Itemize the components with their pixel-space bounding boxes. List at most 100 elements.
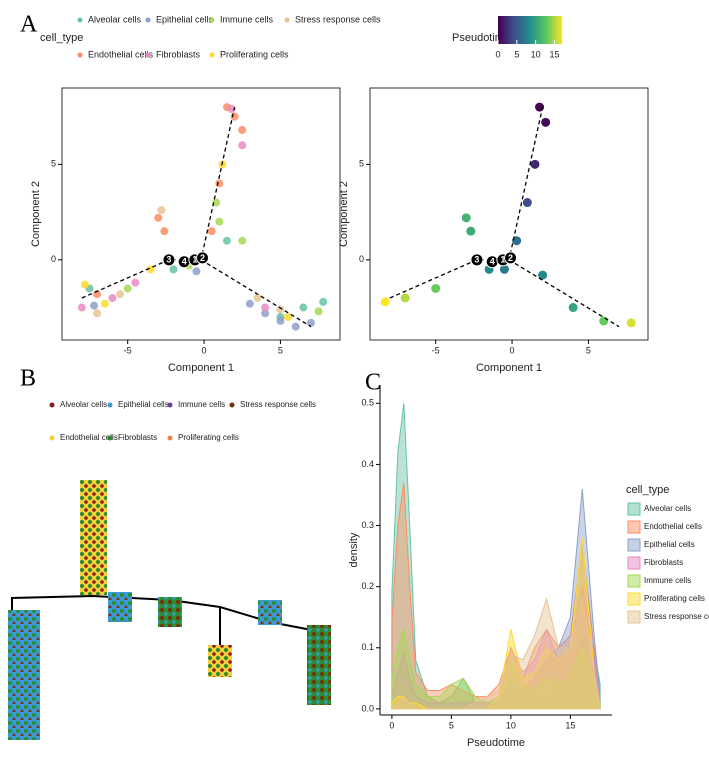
colorbar-cell bbox=[543, 16, 545, 44]
colorbar-cell bbox=[515, 16, 517, 44]
legend-swatch bbox=[627, 592, 641, 606]
colorbar-cell bbox=[517, 16, 519, 44]
colorbar-cell bbox=[529, 16, 531, 44]
legend-label: Fibroblasts bbox=[644, 558, 683, 567]
legend-swatch bbox=[167, 435, 173, 441]
y-axis-label: density bbox=[348, 532, 360, 567]
cell-point bbox=[215, 217, 224, 226]
x-tick-label: 15 bbox=[565, 720, 575, 730]
colorbar-cell bbox=[521, 16, 523, 44]
legend-label: Endothelial cells bbox=[60, 433, 118, 442]
colorbar-cell bbox=[561, 16, 563, 44]
tree-diagram bbox=[8, 480, 331, 740]
branch-label: 2 bbox=[508, 253, 513, 263]
colorbar-cell bbox=[530, 16, 532, 44]
legend-swatch bbox=[145, 17, 151, 23]
colorbar-cell bbox=[499, 16, 501, 44]
x-tick-label: -5 bbox=[432, 345, 440, 355]
cell-point bbox=[160, 227, 169, 236]
legend-swatch bbox=[77, 17, 83, 23]
legend-label: Stress response cells bbox=[295, 14, 381, 24]
legend-swatch bbox=[49, 402, 55, 408]
colorbar-cell bbox=[558, 16, 560, 44]
colorbar-cell bbox=[520, 16, 522, 44]
legend-label: Immune cells bbox=[178, 400, 225, 409]
x-tick-label: 5 bbox=[586, 345, 591, 355]
x-tick-label: 5 bbox=[278, 345, 283, 355]
cell-point bbox=[100, 299, 109, 308]
x-axis-label: Component 1 bbox=[476, 362, 542, 374]
legend-swatch bbox=[627, 556, 641, 570]
legend-swatch bbox=[209, 52, 215, 58]
cell-point bbox=[299, 303, 308, 312]
cell-point bbox=[227, 105, 236, 113]
cell-point bbox=[466, 226, 476, 236]
colorbar-cell bbox=[501, 16, 503, 44]
cell-point bbox=[568, 303, 578, 313]
legend-label: Fibroblasts bbox=[156, 49, 201, 59]
trajectory bbox=[81, 106, 312, 328]
colorbar-cell bbox=[498, 16, 500, 44]
cell-point bbox=[306, 318, 315, 327]
cell-point bbox=[169, 265, 178, 274]
colorbar-cell bbox=[552, 16, 554, 44]
x-tick-label: 10 bbox=[506, 720, 516, 730]
colorbar-cell bbox=[536, 16, 538, 44]
colorbar-cell bbox=[512, 16, 514, 44]
cell-point bbox=[319, 297, 328, 306]
colorbar-cell bbox=[503, 16, 505, 44]
legend-label: Fibroblasts bbox=[118, 433, 157, 442]
legend-label: Proliferating cells bbox=[644, 594, 705, 603]
cell-point bbox=[599, 316, 609, 326]
cell-point bbox=[245, 299, 254, 308]
branch-label: 4 bbox=[490, 257, 495, 267]
cell-point bbox=[284, 313, 293, 322]
cell-point bbox=[207, 227, 216, 236]
colorbar-cell bbox=[516, 16, 518, 44]
legend-swatch bbox=[209, 17, 215, 23]
colorbar-cell bbox=[533, 16, 535, 44]
x-axis-label: Component 1 bbox=[168, 362, 234, 374]
legend-label: Alveolar cells bbox=[644, 504, 691, 513]
cell-point bbox=[238, 126, 247, 134]
colorbar-cell bbox=[556, 16, 558, 44]
cell-point bbox=[108, 294, 117, 302]
panel-label: C bbox=[365, 370, 381, 396]
colorbar-cell bbox=[548, 16, 550, 44]
colorbar-cell bbox=[511, 16, 513, 44]
x-tick-label: 0 bbox=[510, 345, 515, 355]
cell-point bbox=[400, 293, 410, 303]
colorbar-cell bbox=[519, 16, 521, 44]
legend-label: Epithelial cells bbox=[118, 400, 169, 409]
cell-point bbox=[212, 198, 221, 207]
colorbar-cell bbox=[528, 16, 530, 44]
legend-swatch bbox=[49, 435, 55, 441]
colorbar-cell bbox=[551, 16, 553, 44]
colorbar-tick-label: 10 bbox=[531, 49, 541, 59]
colorbar-cell bbox=[544, 16, 546, 44]
colorbar-cell bbox=[500, 16, 502, 44]
x-tick-label: 0 bbox=[389, 720, 394, 730]
legend-label: Proliferating cells bbox=[178, 433, 239, 442]
legend-swatch bbox=[627, 574, 641, 588]
colorbar-cell bbox=[549, 16, 551, 44]
density-area bbox=[391, 627, 601, 710]
branch-label: 1 bbox=[500, 255, 505, 265]
legend-label: Stress response cells bbox=[240, 400, 316, 409]
legend-swatch bbox=[145, 52, 151, 58]
legend-label: Alveolar cells bbox=[60, 400, 107, 409]
colorbar-cell bbox=[535, 16, 537, 44]
colorbar-cell bbox=[505, 16, 507, 44]
colorbar-cell bbox=[506, 16, 508, 44]
colorbar-cell bbox=[532, 16, 534, 44]
density-area bbox=[390, 597, 601, 710]
legend-swatch bbox=[627, 610, 641, 624]
colorbar-tick-label: 5 bbox=[514, 49, 519, 59]
legend-label: Stress response cells bbox=[644, 612, 709, 621]
colorbar-cell bbox=[547, 16, 549, 44]
cell-point bbox=[230, 112, 239, 121]
branch-label: 3 bbox=[474, 255, 479, 265]
colorbar-cell bbox=[527, 16, 529, 44]
branch-point bbox=[162, 253, 176, 267]
colorbar-cell bbox=[540, 16, 542, 44]
